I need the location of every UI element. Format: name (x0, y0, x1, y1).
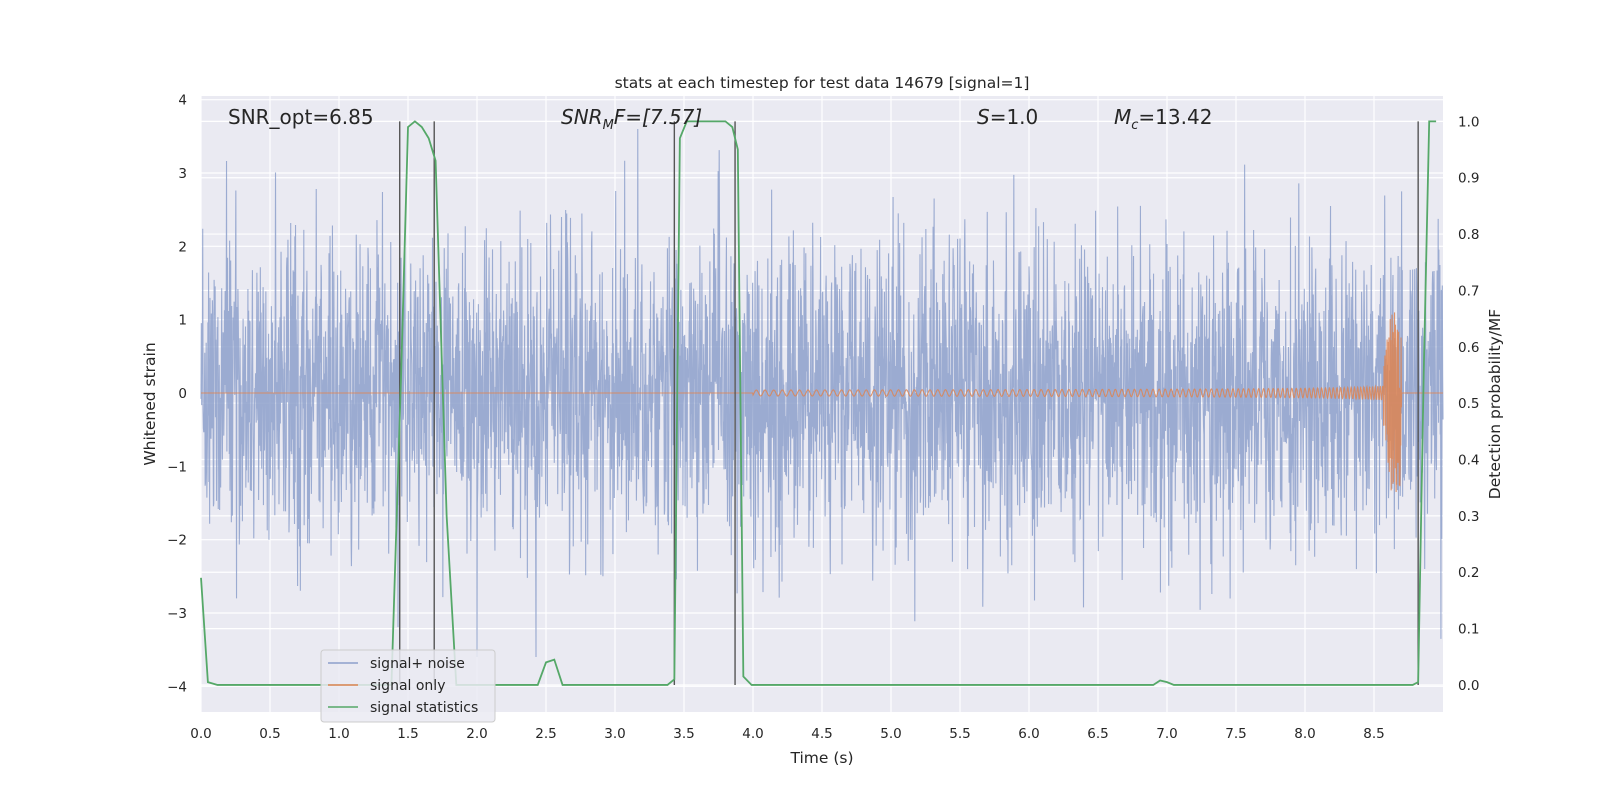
y-right-tick-label-7: 0.3 (1458, 509, 1479, 525)
x-tick-label-4: 2.0 (466, 726, 487, 742)
x-tick-label-12: 6.0 (1018, 726, 1039, 742)
x-axis-label: Time (s) (789, 749, 853, 767)
annotation-mc: Mc=13.42 (1114, 105, 1212, 133)
annotation-s: S=1.0 (977, 105, 1038, 129)
annotation-snr-opt: SNR_opt=6.85 (228, 105, 374, 129)
series-signal-statistics (200, 120, 1437, 686)
x-tick-label-15: 7.5 (1225, 726, 1246, 742)
snr-mf-base: SNR (561, 105, 603, 129)
x-tick-label-13: 6.5 (1087, 726, 1108, 742)
annotation-snr-mf: SNRMF=[7.57] (561, 105, 702, 133)
y-right-tick-label-1: 0.9 (1458, 171, 1479, 187)
y-left-tick-label-5: −1 (167, 459, 187, 475)
mc-rest: =13.42 (1138, 105, 1212, 129)
y-right-tick-labels: 1.0 0.9 0.8 0.7 0.6 0.5 0.4 0.3 0.2 0.1 0.0 (1458, 114, 1479, 694)
y-left-tick-label-0: 4 (178, 93, 187, 109)
y-right-tick-label-0: 1.0 (1458, 114, 1479, 130)
chart-title: stats at each timestep for test data 146… (615, 74, 1030, 92)
detection-markers (399, 121, 1419, 685)
x-tick-label-7: 3.5 (673, 726, 694, 742)
y-right-tick-label-2: 0.8 (1458, 227, 1479, 243)
x-tick-label-10: 5.0 (880, 726, 901, 742)
y-left-tick-label-6: −2 (167, 533, 187, 549)
y-left-tick-labels: 4 3 2 1 0 −1 −2 −3 −4 (167, 93, 187, 696)
y-left-tick-label-7: −3 (167, 606, 187, 622)
snr-mf-rest: F=[7.57] (614, 105, 702, 129)
y-right-tick-label-10: 0.0 (1458, 678, 1479, 694)
y-right-tick-label-5: 0.5 (1458, 396, 1479, 412)
x-tick-label-9: 4.5 (811, 726, 832, 742)
x-tick-label-17: 8.5 (1363, 726, 1384, 742)
x-tick-label-11: 5.5 (949, 726, 970, 742)
x-tick-label-8: 4.0 (742, 726, 763, 742)
y-axis-label-left: Whitened strain (141, 342, 159, 465)
x-tick-label-2: 1.0 (328, 726, 349, 742)
legend-label-stat: signal statistics (370, 700, 478, 716)
legend: signal+ noise signal only signal statist… (320, 649, 496, 723)
y-axis-label-right: Detection probability/MF (1486, 309, 1504, 500)
noise-trace (200, 128, 1444, 658)
x-tick-label-5: 2.5 (535, 726, 556, 742)
legend-label-signal: signal only (370, 678, 445, 694)
y-left-tick-label-4: 0 (178, 386, 187, 402)
y-left-tick-label-1: 3 (178, 166, 187, 182)
stat-trace (200, 120, 1437, 686)
y-right-tick-label-9: 0.1 (1458, 622, 1479, 638)
legend-box (320, 649, 496, 723)
y-left-tick-label-3: 1 (178, 313, 187, 329)
series-signal-noise (200, 128, 1444, 658)
y-right-tick-label-4: 0.6 (1458, 340, 1479, 356)
legend-label-noise: signal+ noise (370, 656, 465, 672)
signal-trace (201, 312, 1443, 492)
x-tick-label-16: 8.0 (1294, 726, 1315, 742)
x-tick-label-3: 1.5 (397, 726, 418, 742)
x-tick-labels: 0.0 0.5 1.0 1.5 2.0 2.5 3.0 3.5 4.0 4.5 5.0 5.5 6.0 6… (190, 726, 1384, 742)
s-rest: =1.0 (990, 105, 1039, 129)
s-base: S (977, 105, 990, 129)
mc-sub: c (1131, 118, 1138, 133)
x-tick-label-0: 0.0 (190, 726, 211, 742)
y-left-tick-label-8: −4 (167, 679, 187, 695)
series-signal-only (201, 312, 1443, 492)
y-right-tick-label-3: 0.7 (1458, 283, 1479, 299)
x-tick-label-14: 7.0 (1156, 726, 1177, 742)
y-right-tick-label-6: 0.4 (1458, 453, 1479, 469)
mc-base: M (1114, 105, 1131, 129)
y-right-tick-label-8: 0.2 (1458, 565, 1479, 581)
x-tick-label-6: 3.0 (604, 726, 625, 742)
snr-mf-sub: M (603, 118, 614, 133)
x-tick-label-1: 0.5 (259, 726, 280, 742)
y-left-tick-label-2: 2 (178, 239, 187, 255)
